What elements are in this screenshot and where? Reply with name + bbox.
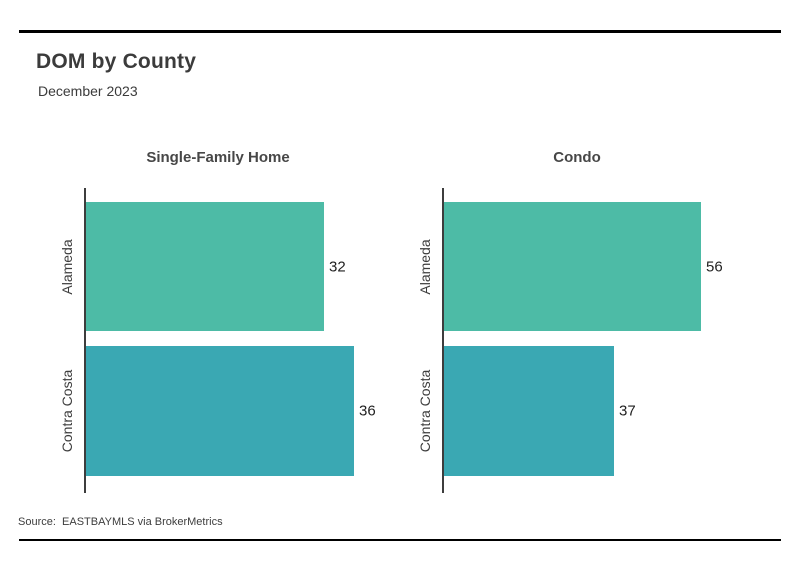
chart-title: DOM by County [36, 50, 197, 73]
category-label-alameda: Alameda [417, 238, 433, 295]
category-label-contra-costa: Contra Costa [59, 369, 75, 453]
bar-alameda [444, 202, 701, 331]
chart-subtitle: December 2023 [38, 83, 138, 99]
panel-condo: Condo Alameda 56 Contra Costa 37 [394, 145, 760, 505]
panel-title-condo: Condo [553, 149, 601, 166]
bar-value-label: 32 [329, 258, 346, 275]
bar-alameda [86, 202, 324, 331]
bar-value-label: 36 [359, 402, 376, 420]
source-note: Source: EASTBAYMLS via BrokerMetrics [18, 516, 223, 528]
bar-value-label: 56 [706, 258, 723, 275]
bar-row-alameda: Alameda 32 [59, 202, 396, 331]
bar-row-contra-costa: Contra Costa 36 [59, 346, 396, 476]
bar-row-contra-costa: Contra Costa 37 [417, 346, 754, 476]
plot-area-condo: Alameda 56 Contra Costa 37 [417, 188, 754, 493]
bar-row-alameda: Alameda 56 [417, 202, 754, 331]
bar-contra-costa [444, 346, 614, 476]
top-divider [19, 30, 781, 33]
bar-contra-costa [86, 346, 354, 476]
category-label-contra-costa: Contra Costa [417, 369, 433, 453]
category-label-alameda: Alameda [59, 238, 75, 295]
bar-value-label: 37 [619, 402, 636, 420]
panel-title-single-family-home: Single-Family Home [146, 149, 290, 166]
panel-single-family-home: Single-Family Home Alameda 32 Contra Costa… [36, 145, 400, 505]
bottom-divider [19, 539, 781, 541]
plot-area-single-family-home: Alameda 32 Contra Costa 36 [59, 188, 396, 493]
